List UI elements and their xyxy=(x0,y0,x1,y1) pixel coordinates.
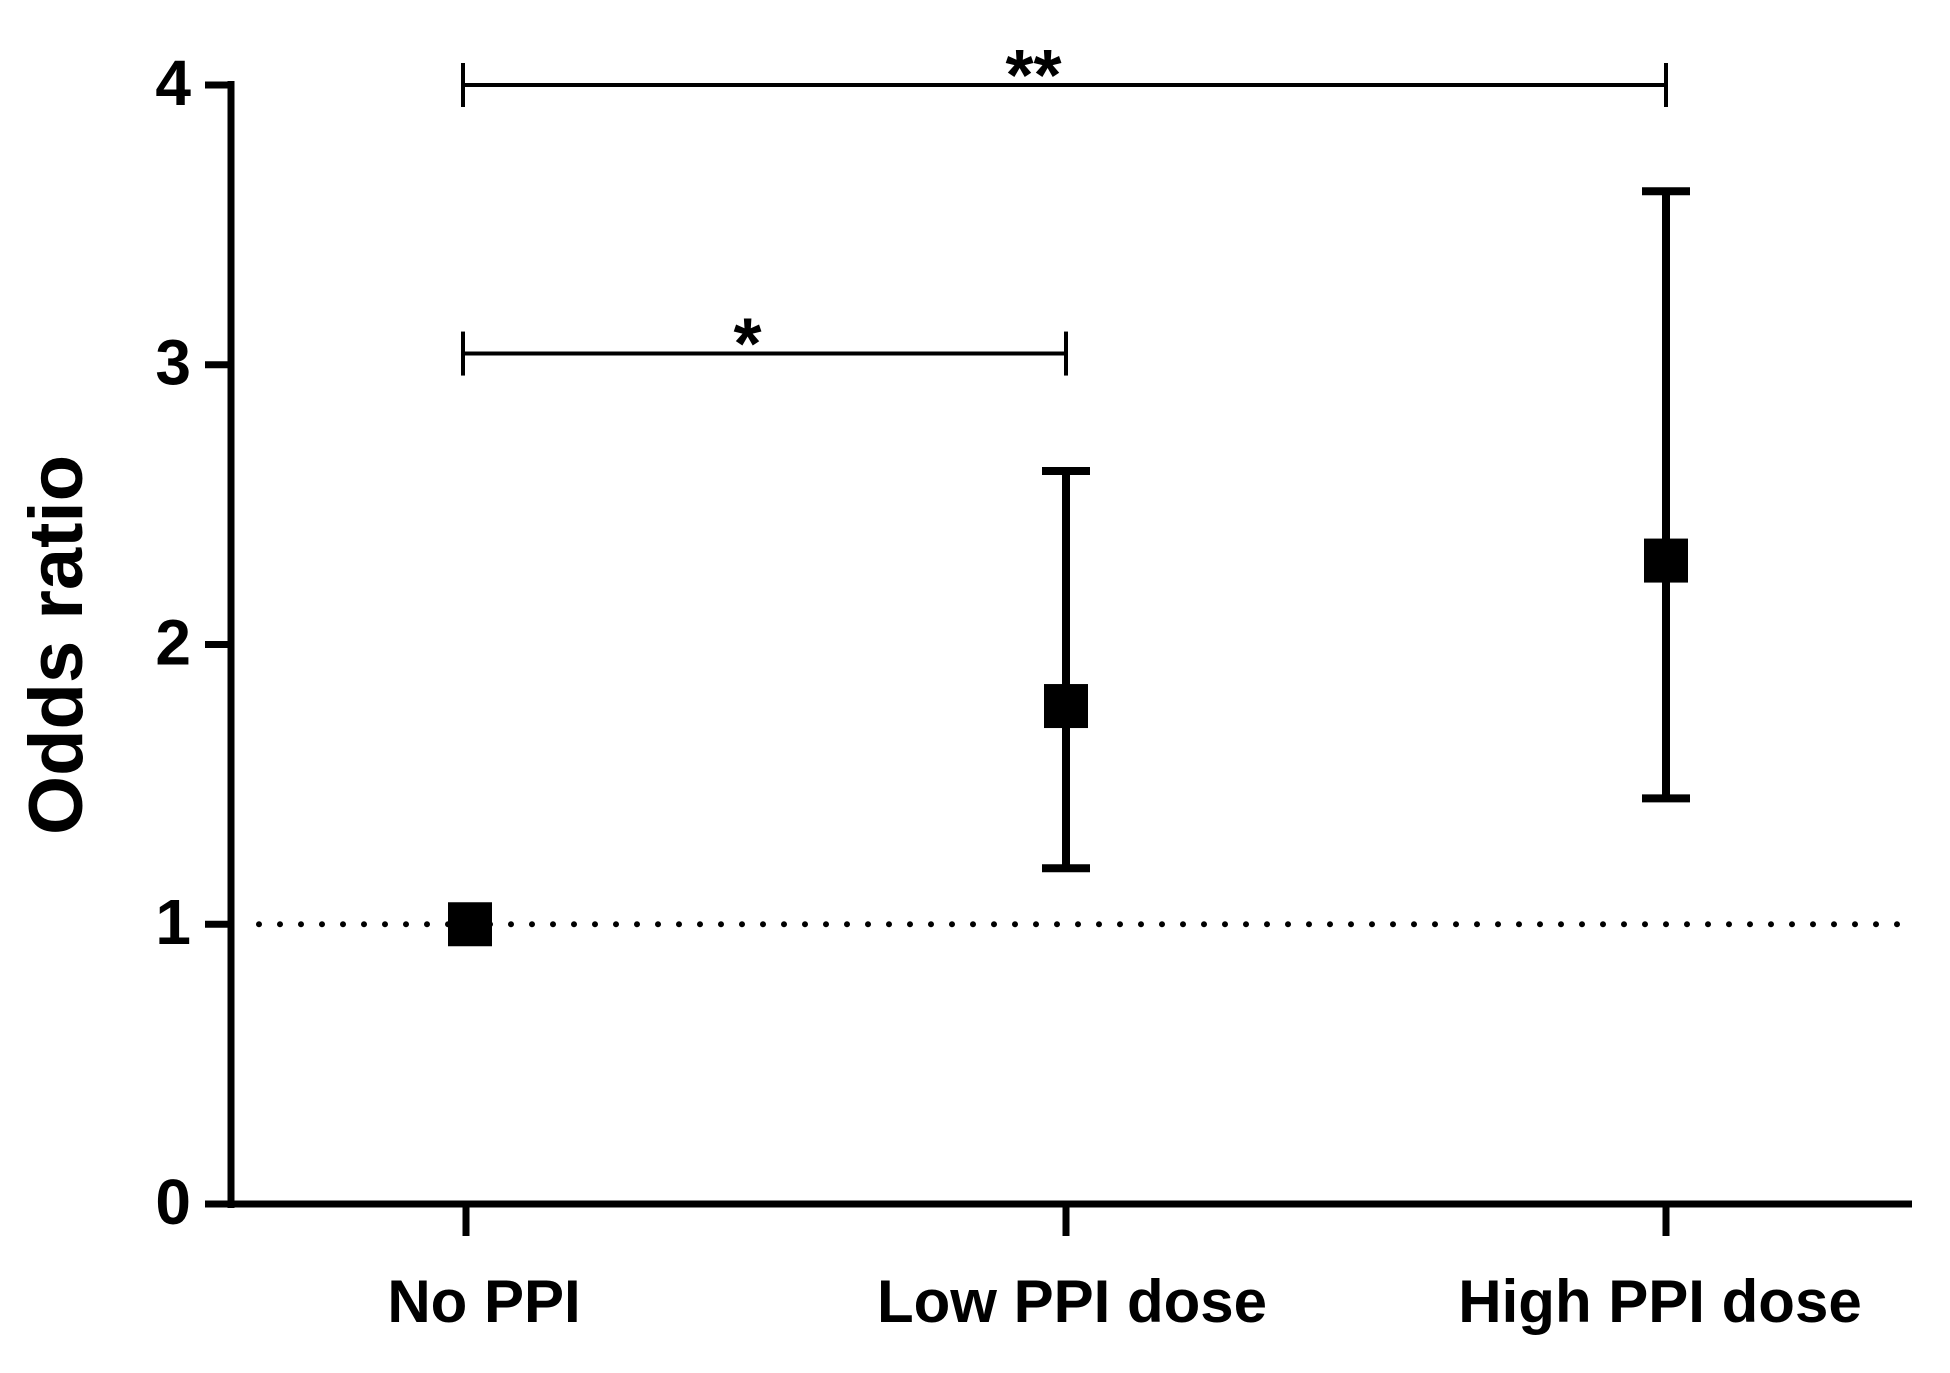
y-tick-label: 0 xyxy=(155,1166,191,1238)
significance-label: * xyxy=(733,305,761,385)
point xyxy=(448,902,492,947)
y-axis-label: Odds ratio xyxy=(14,455,99,835)
point xyxy=(1044,684,1088,729)
significance-label: ** xyxy=(1005,36,1061,116)
y-tick-label: 2 xyxy=(155,606,191,678)
x-tick-label: Low PPI dose xyxy=(877,1268,1267,1335)
y-tick-label: 4 xyxy=(155,47,191,119)
y-tick-label: 3 xyxy=(155,327,191,399)
x-tick-label: High PPI dose xyxy=(1458,1268,1861,1335)
point xyxy=(1644,538,1688,583)
x-tick-label: No PPI xyxy=(387,1268,580,1335)
y-tick-label: 1 xyxy=(155,886,191,958)
